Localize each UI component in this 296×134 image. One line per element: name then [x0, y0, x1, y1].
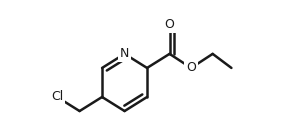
Text: O: O — [165, 18, 175, 31]
Text: O: O — [186, 61, 196, 75]
Text: Cl: Cl — [51, 90, 63, 103]
Text: N: N — [120, 47, 129, 60]
